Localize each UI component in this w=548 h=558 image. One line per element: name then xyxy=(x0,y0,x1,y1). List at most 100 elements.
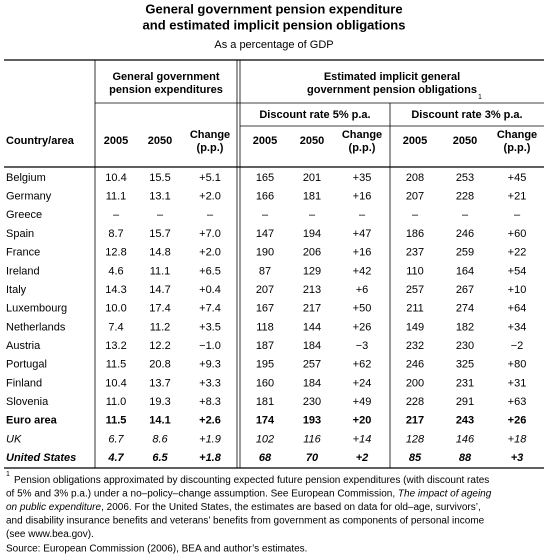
cell: 206 xyxy=(303,247,321,259)
footnote-text: Pension obligations approximated by disc… xyxy=(14,475,489,486)
cell: 201 xyxy=(303,172,321,184)
cell: +18 xyxy=(508,433,528,445)
cell: 144 xyxy=(303,321,321,333)
footnote-line: on public expenditure, 2006. For the Uni… xyxy=(6,502,481,513)
subtitle: As a percentage of GDP xyxy=(214,39,333,51)
cell: 129 xyxy=(303,265,321,277)
column-header: Change xyxy=(497,129,537,141)
cell: 128 xyxy=(406,433,425,445)
cell: 70 xyxy=(306,452,319,464)
cell: 85 xyxy=(409,452,422,464)
column-header: Change xyxy=(190,129,230,141)
cell: 11.0 xyxy=(106,396,127,408)
cell: 15.7 xyxy=(149,228,170,240)
cell: +42 xyxy=(353,265,372,277)
cell: 4.6 xyxy=(108,265,123,277)
cell: 118 xyxy=(256,321,274,333)
cell: +16 xyxy=(353,247,372,259)
cell: 165 xyxy=(256,172,274,184)
cell: 200 xyxy=(406,377,424,389)
cell: 116 xyxy=(303,433,321,445)
cell: 8.6 xyxy=(152,433,168,445)
column-header: 2005 xyxy=(253,135,277,147)
cell: 11.2 xyxy=(150,321,171,333)
cell: +16 xyxy=(353,191,372,203)
cell: 228 xyxy=(406,396,424,408)
cell: 184 xyxy=(303,340,321,352)
cell: 10.4 xyxy=(105,377,126,389)
cell: +3.3 xyxy=(199,377,221,389)
cell: +2.0 xyxy=(199,247,221,259)
row-label: Euro area xyxy=(6,415,58,427)
cell: +24 xyxy=(353,377,372,389)
group-header: pension expenditures xyxy=(109,84,223,96)
cell: 11.1 xyxy=(150,265,171,277)
cell: – xyxy=(157,209,164,221)
cell: 237 xyxy=(406,247,424,259)
cell: 6.5 xyxy=(152,452,168,464)
cell: 325 xyxy=(456,359,474,371)
cell: 10.0 xyxy=(105,303,126,315)
cell: +50 xyxy=(353,303,372,315)
cell: 257 xyxy=(406,284,424,296)
cell: +22 xyxy=(508,247,527,259)
cell: +26 xyxy=(508,415,527,427)
table-rules xyxy=(4,59,544,469)
cell: – xyxy=(262,209,269,221)
cell: +54 xyxy=(508,265,527,277)
cell: 193 xyxy=(303,415,321,427)
subgroup-header: Discount rate 5% p.a. xyxy=(259,109,370,121)
country-header: Country/area xyxy=(6,135,75,147)
cell: 146 xyxy=(456,433,475,445)
cell: 187 xyxy=(256,340,274,352)
cell: 102 xyxy=(256,433,274,445)
cell: 213 xyxy=(303,284,321,296)
cell: +49 xyxy=(353,396,372,408)
footnote-text: (see www.bea.gov). xyxy=(6,529,94,540)
cell: 291 xyxy=(456,396,474,408)
cell: 164 xyxy=(456,265,474,277)
row-label: Netherlands xyxy=(6,321,66,333)
cell: +60 xyxy=(508,228,527,240)
cell: +62 xyxy=(353,359,372,371)
column-header: (p.p.) xyxy=(197,142,224,154)
cell: 147 xyxy=(256,228,274,240)
cell: 11.1 xyxy=(106,191,127,203)
column-header: 2050 xyxy=(453,135,477,147)
row-label: Portugal xyxy=(6,359,47,371)
cell: 217 xyxy=(303,303,321,315)
cell: 12.8 xyxy=(105,247,126,259)
cell: 231 xyxy=(456,377,474,389)
footnote-line: of 5% and 3% p.a.) under a no–policy–cha… xyxy=(6,488,492,499)
cell: +64 xyxy=(508,303,527,315)
cell: – xyxy=(309,209,316,221)
footnote-text: The impact of ageing xyxy=(398,488,492,499)
title: and estimated implicit pension obligatio… xyxy=(143,17,406,32)
cell: 182 xyxy=(456,321,474,333)
cell: +0.4 xyxy=(199,284,221,296)
cell: +7.0 xyxy=(199,228,221,240)
cell: 207 xyxy=(256,284,274,296)
row-label: Austria xyxy=(6,340,41,352)
row-label: Germany xyxy=(6,191,52,203)
footnote-text: , 2006. For the United States, the estim… xyxy=(101,502,481,513)
column-header: Change xyxy=(342,129,382,141)
row-label: Slovenia xyxy=(6,396,49,408)
footnote-text: and disability insurance benefits and ve… xyxy=(6,515,485,526)
cell: 14.7 xyxy=(149,284,170,296)
cell: +5.1 xyxy=(199,172,221,184)
cell: 110 xyxy=(406,265,424,277)
cell: 257 xyxy=(303,359,321,371)
cell: +2.6 xyxy=(199,415,221,427)
column-header: 2050 xyxy=(300,135,324,147)
cell: −3 xyxy=(356,340,369,352)
cell: 211 xyxy=(406,303,424,315)
cell: 14.3 xyxy=(105,284,126,296)
footnote-line: Pension obligations approximated by disc… xyxy=(14,475,489,486)
cell: 195 xyxy=(256,359,274,371)
cell: +3.5 xyxy=(199,321,221,333)
cell: +14 xyxy=(353,433,372,445)
cell: 274 xyxy=(456,303,474,315)
cell: 253 xyxy=(456,172,474,184)
cell: 194 xyxy=(303,228,321,240)
